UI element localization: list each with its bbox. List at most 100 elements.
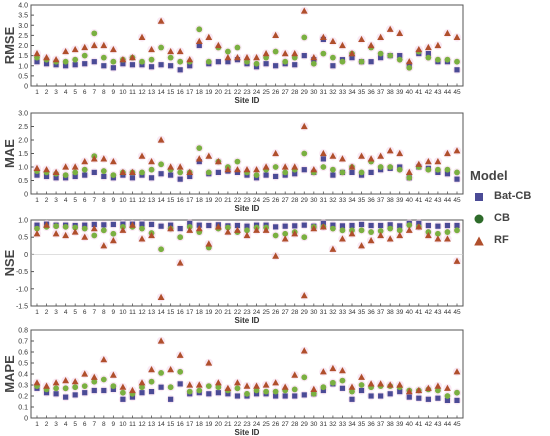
point-cb	[320, 164, 327, 170]
y-tick-label: 0.4	[18, 372, 28, 379]
x-tick-label: 19	[205, 89, 213, 96]
x-tick-label: 12	[138, 309, 146, 316]
x-tick-label: 18	[196, 309, 204, 316]
point-bat-cb	[349, 55, 355, 61]
point-rf	[234, 54, 241, 61]
x-tick-label: 44	[444, 309, 452, 316]
point-rf	[43, 54, 50, 61]
point-cb	[205, 383, 212, 389]
x-tick-label: 34	[348, 309, 356, 316]
x-tick-label: 34	[348, 197, 356, 204]
point-cb	[110, 58, 117, 65]
point-cb	[81, 225, 88, 232]
point-bat-cb	[168, 63, 174, 69]
point-rf	[348, 50, 356, 57]
point-cb	[301, 374, 308, 381]
x-tick-label: 33	[339, 89, 347, 96]
x-tick-label: 10	[119, 421, 127, 428]
point-cb	[196, 26, 203, 33]
x-tick-label: 18	[196, 197, 204, 204]
point-bat-cb	[148, 64, 155, 70]
point-cb	[53, 385, 59, 392]
point-rf	[386, 235, 394, 242]
point-bat-cb	[101, 222, 107, 228]
point-bat-cb	[301, 392, 307, 398]
point-rf	[281, 235, 289, 242]
x-tick-label: 25	[262, 197, 270, 204]
point-rf	[348, 230, 356, 237]
point-cb	[368, 229, 374, 235]
point-bat-cb	[282, 393, 288, 399]
point-rf	[186, 168, 194, 175]
point-rf	[424, 231, 432, 239]
x-tick-label: 41	[415, 89, 423, 96]
point-cb	[301, 234, 308, 241]
point-rf	[243, 166, 251, 173]
x-tick-label: 43	[434, 309, 442, 316]
y-tick-label: 0.5	[18, 235, 28, 242]
point-bat-cb	[444, 397, 451, 403]
y-tick-label: 1.0	[18, 218, 28, 225]
x-tick-label: 15	[167, 89, 175, 96]
point-cb	[377, 164, 384, 170]
x-tick-label: 39	[396, 197, 404, 204]
point-bat-cb	[273, 173, 279, 180]
point-rf	[262, 163, 270, 170]
x-tick-label: 20	[215, 421, 223, 428]
point-cb	[139, 169, 145, 176]
point-bat-cb	[158, 223, 164, 229]
point-cb	[387, 164, 394, 170]
point-bat-cb	[187, 63, 193, 69]
point-bat-cb	[454, 397, 460, 403]
point-rf	[291, 371, 299, 378]
point-rf	[339, 41, 346, 49]
x-tick-label: 42	[425, 309, 433, 316]
x-tick-label: 40	[406, 197, 414, 204]
point-cb	[406, 64, 413, 71]
point-rf	[281, 50, 289, 57]
point-rf	[367, 380, 375, 387]
x-tick-label: 31	[320, 309, 328, 316]
point-cb	[377, 50, 384, 57]
x-tick-label: 1	[35, 309, 39, 316]
x-tick-label: 38	[387, 309, 395, 316]
x-tick-label: 24	[253, 421, 261, 428]
point-rf	[224, 54, 232, 61]
point-rf	[262, 50, 270, 57]
point-bat-cb	[148, 389, 155, 395]
point-rf	[119, 168, 127, 175]
x-tick-label: 17	[186, 421, 194, 428]
x-tick-label: 37	[377, 197, 385, 204]
x-tick-label: 32	[329, 421, 337, 428]
x-tick-label: 32	[329, 89, 337, 96]
x-tick-label: 36	[367, 197, 375, 204]
point-rf	[253, 166, 260, 173]
point-bat-cb	[225, 59, 231, 65]
point-rf	[358, 373, 365, 380]
point-cb	[148, 56, 155, 63]
point-bat-cb	[168, 172, 174, 178]
point-bat-cb	[435, 395, 441, 401]
point-cb	[72, 224, 79, 231]
x-tick-label: 27	[282, 89, 290, 96]
point-cb	[225, 48, 231, 55]
point-rf	[109, 371, 117, 378]
point-cb	[139, 384, 145, 391]
point-rf	[109, 158, 117, 165]
x-tick-label: 20	[215, 309, 223, 316]
x-tick-label: 11	[129, 309, 136, 316]
x-tick-label: 28	[291, 309, 299, 316]
point-bat-cb	[91, 387, 97, 394]
point-bat-cb	[339, 385, 346, 391]
point-rf	[71, 228, 79, 235]
point-rf	[176, 163, 184, 170]
point-cb	[444, 229, 451, 235]
point-bat-cb	[82, 222, 88, 228]
point-rf	[109, 45, 117, 53]
point-rf	[186, 56, 194, 63]
point-bat-cb	[454, 222, 460, 229]
point-rf	[43, 382, 50, 389]
point-rf	[358, 152, 365, 159]
x-tick-label: 43	[434, 197, 442, 204]
